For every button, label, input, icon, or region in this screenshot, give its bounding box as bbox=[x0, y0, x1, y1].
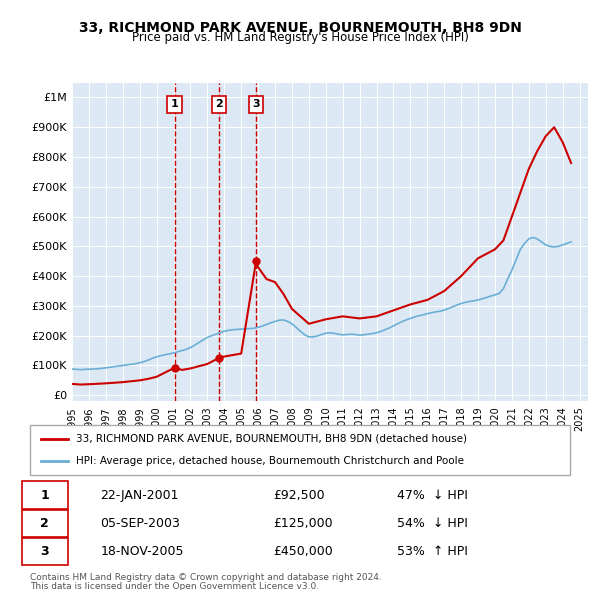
Text: £450,000: £450,000 bbox=[273, 545, 333, 558]
Text: 53%  ↑ HPI: 53% ↑ HPI bbox=[397, 545, 468, 558]
Text: 33, RICHMOND PARK AVENUE, BOURNEMOUTH, BH8 9DN (detached house): 33, RICHMOND PARK AVENUE, BOURNEMOUTH, B… bbox=[76, 434, 467, 444]
Text: 1: 1 bbox=[40, 489, 49, 502]
Text: 33, RICHMOND PARK AVENUE, BOURNEMOUTH, BH8 9DN: 33, RICHMOND PARK AVENUE, BOURNEMOUTH, B… bbox=[79, 21, 521, 35]
Text: 47%  ↓ HPI: 47% ↓ HPI bbox=[397, 489, 468, 502]
FancyBboxPatch shape bbox=[22, 481, 68, 509]
Text: £125,000: £125,000 bbox=[273, 517, 332, 530]
Text: 3: 3 bbox=[40, 545, 49, 558]
Text: Contains HM Land Registry data © Crown copyright and database right 2024.: Contains HM Land Registry data © Crown c… bbox=[30, 573, 382, 582]
Text: £92,500: £92,500 bbox=[273, 489, 325, 502]
Text: This data is licensed under the Open Government Licence v3.0.: This data is licensed under the Open Gov… bbox=[30, 582, 319, 590]
Text: HPI: Average price, detached house, Bournemouth Christchurch and Poole: HPI: Average price, detached house, Bour… bbox=[76, 456, 464, 466]
Text: 1: 1 bbox=[171, 100, 179, 110]
FancyBboxPatch shape bbox=[30, 425, 570, 475]
Text: 22-JAN-2001: 22-JAN-2001 bbox=[100, 489, 179, 502]
Text: 2: 2 bbox=[215, 100, 223, 110]
FancyBboxPatch shape bbox=[22, 510, 68, 537]
Text: 2: 2 bbox=[40, 517, 49, 530]
FancyBboxPatch shape bbox=[22, 538, 68, 565]
Text: 05-SEP-2003: 05-SEP-2003 bbox=[100, 517, 180, 530]
Text: 54%  ↓ HPI: 54% ↓ HPI bbox=[397, 517, 468, 530]
Text: Price paid vs. HM Land Registry's House Price Index (HPI): Price paid vs. HM Land Registry's House … bbox=[131, 31, 469, 44]
Text: 3: 3 bbox=[252, 100, 260, 110]
Text: 18-NOV-2005: 18-NOV-2005 bbox=[100, 545, 184, 558]
